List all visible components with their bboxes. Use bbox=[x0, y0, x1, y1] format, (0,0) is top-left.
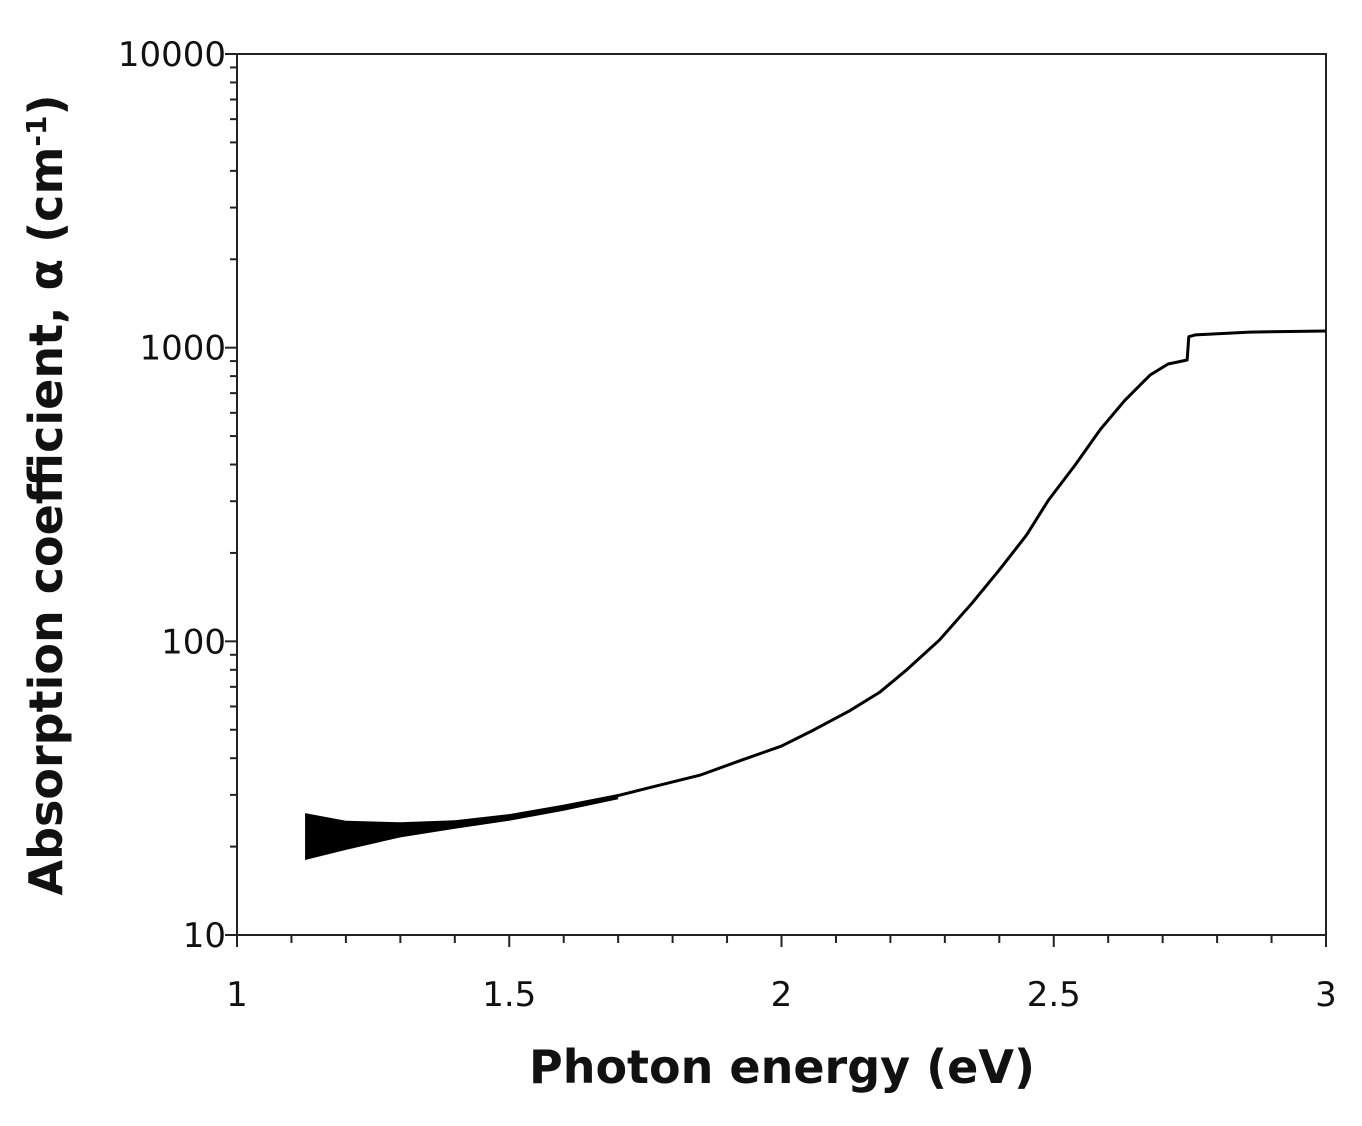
y-tick-label: 10000 bbox=[118, 35, 226, 75]
x-axis-title: Photon energy (eV) bbox=[529, 1040, 1035, 1094]
x-tick-label: 2 bbox=[771, 975, 793, 1015]
series-group bbox=[304, 329, 1327, 861]
y-tick-label: 100 bbox=[161, 622, 226, 662]
y-axis-title: Absorption coefficient, α (cm-1) bbox=[19, 94, 73, 895]
y-tick-label: 1000 bbox=[139, 329, 226, 369]
x-tick-labels: 1 1.5 2 2.5 3 bbox=[226, 975, 1337, 1015]
x-tick-label: 1 bbox=[226, 975, 248, 1015]
x-tick-label: 2.5 bbox=[1027, 975, 1081, 1015]
y-tick-label: 10 bbox=[183, 916, 226, 956]
y-axis-title-close: ) bbox=[19, 94, 73, 115]
noise-band bbox=[305, 794, 619, 861]
y-axis-title-main: Absorption coefficient, α (cm bbox=[19, 147, 73, 896]
y-axis-title-sup: -1 bbox=[20, 116, 53, 147]
x-tick-label: 1.5 bbox=[482, 975, 536, 1015]
plot-frame bbox=[236, 53, 1327, 936]
y-tick-labels: 10 100 1000 10000 bbox=[118, 35, 226, 956]
series-line-absorption bbox=[304, 329, 1327, 842]
axis-ticks bbox=[225, 53, 1327, 947]
x-tick-label: 3 bbox=[1315, 975, 1337, 1015]
